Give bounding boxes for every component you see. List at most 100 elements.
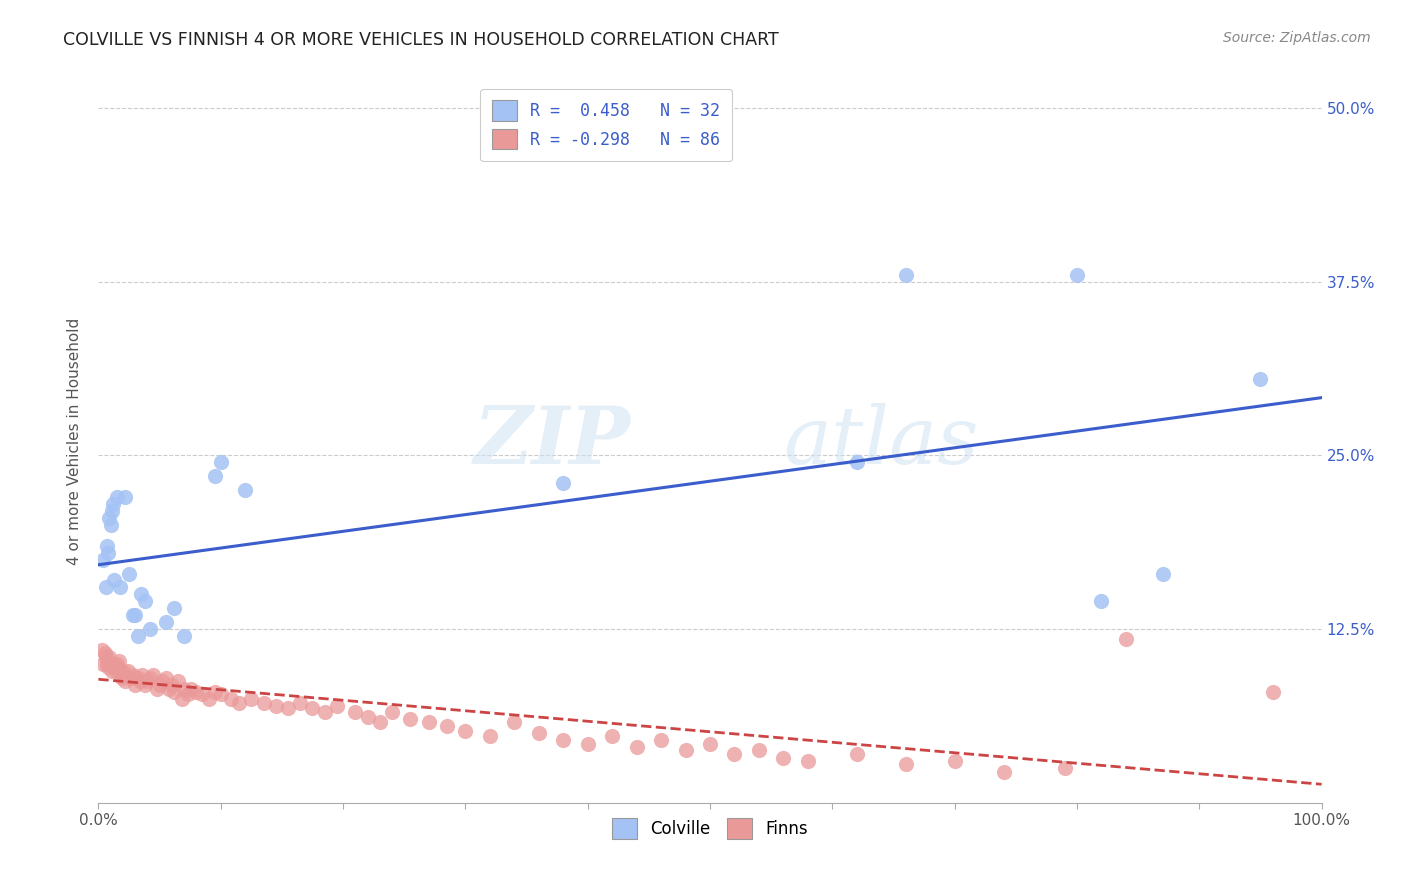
Point xyxy=(454,723,477,738)
Point xyxy=(150,673,173,688)
Point xyxy=(131,668,153,682)
Point xyxy=(381,706,404,720)
Point xyxy=(103,659,125,673)
Point xyxy=(191,687,214,701)
Point xyxy=(326,698,349,713)
Point xyxy=(91,643,114,657)
Point xyxy=(675,743,697,757)
Point xyxy=(894,268,917,282)
Point xyxy=(155,615,177,630)
Point xyxy=(100,657,122,671)
Point xyxy=(209,687,232,701)
Legend: Colville, Finns: Colville, Finns xyxy=(602,808,818,848)
Point xyxy=(204,684,226,698)
Point xyxy=(94,581,117,595)
Point xyxy=(117,664,139,678)
Point xyxy=(97,546,120,560)
Point xyxy=(1115,632,1137,646)
Text: COLVILLE VS FINNISH 4 OR MORE VEHICLES IN HOUSEHOLD CORRELATION CHART: COLVILLE VS FINNISH 4 OR MORE VEHICLES I… xyxy=(63,31,779,49)
Point xyxy=(149,678,172,692)
Point xyxy=(240,691,263,706)
Point xyxy=(96,539,118,553)
Point xyxy=(943,754,966,768)
Point xyxy=(96,657,118,671)
Point xyxy=(1261,684,1284,698)
Point xyxy=(894,756,917,771)
Point xyxy=(1053,761,1076,775)
Point xyxy=(173,629,195,643)
Point xyxy=(1090,594,1112,608)
Point xyxy=(139,671,162,685)
Point xyxy=(173,681,195,696)
Point xyxy=(219,691,242,706)
Point xyxy=(101,657,124,671)
Point xyxy=(121,608,143,623)
Point xyxy=(110,664,132,678)
Point xyxy=(478,729,501,743)
Point xyxy=(129,673,152,688)
Point xyxy=(94,649,117,664)
Point xyxy=(105,490,128,504)
Point xyxy=(797,754,820,768)
Point xyxy=(177,687,200,701)
Y-axis label: 4 or more Vehicles in Household: 4 or more Vehicles in Household xyxy=(67,318,83,566)
Point xyxy=(127,629,149,643)
Point xyxy=(209,455,232,469)
Point xyxy=(600,729,623,743)
Point xyxy=(103,574,125,588)
Point xyxy=(93,646,115,660)
Point xyxy=(108,654,131,668)
Point xyxy=(136,673,159,688)
Point xyxy=(650,733,672,747)
Point xyxy=(845,455,868,469)
Point xyxy=(772,751,794,765)
Point xyxy=(124,608,146,623)
Point xyxy=(107,659,129,673)
Point xyxy=(139,622,162,636)
Point xyxy=(553,476,575,491)
Point xyxy=(368,715,391,730)
Point xyxy=(845,747,868,761)
Point xyxy=(155,671,177,685)
Point xyxy=(124,678,146,692)
Point xyxy=(163,684,186,698)
Point xyxy=(626,740,648,755)
Point xyxy=(97,659,120,673)
Point xyxy=(91,552,114,566)
Point xyxy=(233,483,256,498)
Point xyxy=(101,504,124,518)
Point xyxy=(527,726,550,740)
Point xyxy=(98,649,121,664)
Point xyxy=(314,706,336,720)
Point xyxy=(163,601,186,615)
Point xyxy=(180,681,202,696)
Point xyxy=(344,706,367,720)
Point xyxy=(290,696,312,710)
Point xyxy=(160,678,183,692)
Point xyxy=(110,581,132,595)
Point xyxy=(576,738,599,752)
Point xyxy=(142,668,165,682)
Point xyxy=(121,668,143,682)
Point xyxy=(167,673,190,688)
Point xyxy=(114,673,136,688)
Point xyxy=(157,681,180,696)
Point xyxy=(120,671,142,685)
Point xyxy=(748,743,770,757)
Point xyxy=(105,657,128,671)
Point xyxy=(204,469,226,483)
Point xyxy=(264,698,287,713)
Point xyxy=(228,696,250,710)
Point xyxy=(170,691,193,706)
Point xyxy=(993,765,1015,780)
Point xyxy=(436,719,458,733)
Text: ZIP: ZIP xyxy=(474,403,630,480)
Point xyxy=(129,587,152,601)
Point xyxy=(111,664,134,678)
Point xyxy=(1152,566,1174,581)
Point xyxy=(356,709,378,723)
Point xyxy=(503,715,526,730)
Point xyxy=(277,701,299,715)
Point xyxy=(699,738,721,752)
Text: Source: ZipAtlas.com: Source: ZipAtlas.com xyxy=(1223,31,1371,45)
